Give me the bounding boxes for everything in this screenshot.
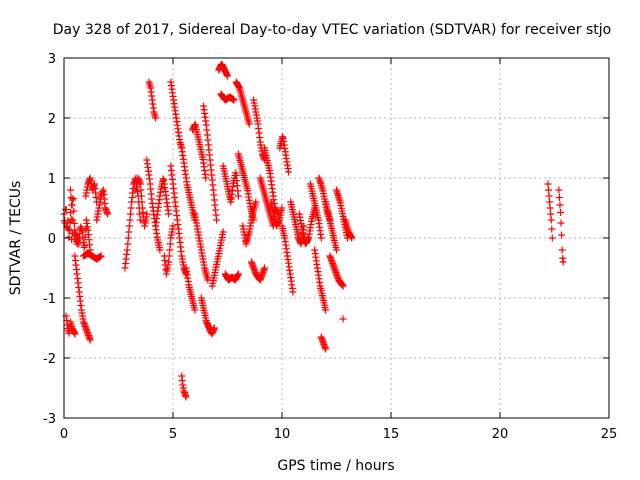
y-tick-label: 0: [48, 232, 56, 247]
data-point: [67, 215, 75, 223]
y-tick-label: -2: [43, 352, 56, 367]
data-point: [166, 246, 174, 254]
x-tick-label: 15: [383, 427, 400, 442]
data-point: [558, 231, 566, 239]
data-point: [104, 210, 112, 218]
data-point: [213, 216, 221, 224]
data-point: [555, 194, 563, 201]
data-point: [166, 240, 174, 248]
data-point: [67, 186, 75, 194]
data-point: [86, 336, 94, 344]
data-point: [234, 192, 242, 200]
data-point: [556, 209, 564, 216]
data-point: [548, 225, 556, 233]
data-point: [544, 180, 552, 188]
data-point: [97, 252, 105, 260]
y-tick-label: -1: [43, 292, 56, 307]
data-point: [224, 72, 231, 80]
data-point: [547, 210, 555, 218]
data-point: [289, 288, 297, 296]
data-point: [165, 210, 173, 218]
x-tick-label: 0: [60, 427, 68, 442]
data-point: [165, 258, 173, 266]
data-point: [137, 192, 145, 200]
data-point: [81, 242, 89, 250]
data-point: [123, 246, 131, 254]
data-point: [136, 180, 144, 188]
data-point: [137, 186, 145, 194]
data-point: [245, 120, 253, 128]
data-point: [125, 222, 133, 230]
data-point: [125, 228, 133, 236]
data-point: [234, 270, 242, 278]
data-point: [317, 234, 325, 242]
data-point: [152, 114, 160, 122]
data-point: [127, 204, 135, 212]
data-point: [339, 282, 347, 290]
data-points: [60, 60, 567, 401]
data-point: [322, 345, 330, 353]
data-point: [559, 258, 567, 266]
data-point: [546, 204, 554, 212]
x-tick-label: 10: [274, 427, 291, 442]
data-point: [339, 315, 347, 323]
data-point: [322, 306, 330, 314]
axis-ticks: 0 5 10 15 20 25 -3 -2 -1 0 1 2 3: [43, 52, 617, 442]
data-point: [69, 195, 77, 202]
data-point: [545, 192, 553, 200]
data-point: [124, 240, 132, 248]
data-point: [285, 168, 293, 176]
data-point: [69, 216, 77, 224]
data-point: [557, 219, 565, 227]
y-axis-label: SDTVAR / TECUs: [8, 181, 24, 296]
y-tick-label: 2: [48, 112, 56, 127]
data-point: [70, 220, 78, 227]
data-point: [126, 210, 134, 218]
data-point: [67, 209, 75, 216]
data-point: [202, 174, 210, 182]
chart-title: Day 328 of 2017, Sidereal Day-to-day VTE…: [53, 22, 611, 38]
data-point: [548, 234, 556, 242]
data-point: [261, 264, 269, 272]
y-tick-label: 1: [48, 172, 56, 187]
data-point: [165, 252, 173, 260]
data-point: [64, 225, 72, 233]
data-point: [546, 198, 554, 206]
x-tick-label: 20: [492, 427, 509, 442]
data-point: [252, 198, 260, 206]
y-tick-label: 3: [48, 52, 56, 67]
data-point: [219, 228, 227, 236]
data-point: [210, 324, 218, 332]
data-point: [556, 201, 564, 209]
data-point: [191, 306, 199, 314]
data-point: [182, 393, 190, 401]
data-point: [333, 246, 340, 254]
data-point: [348, 234, 356, 242]
y-tick-label: -3: [43, 412, 56, 427]
data-point: [169, 222, 177, 230]
data-point: [558, 246, 566, 254]
data-point: [138, 198, 146, 206]
data-point: [71, 330, 79, 338]
data-point: [156, 246, 164, 254]
x-tick-label: 25: [601, 427, 618, 442]
data-point: [555, 186, 563, 194]
data-point: [126, 216, 134, 224]
data-point: [547, 216, 555, 224]
data-point: [143, 210, 151, 218]
data-point: [278, 204, 286, 212]
data-point: [136, 210, 144, 218]
x-axis-label: GPS time / hours: [277, 458, 394, 474]
data-point: [124, 234, 132, 242]
data-point: [230, 96, 238, 104]
data-point: [545, 186, 553, 194]
x-tick-label: 5: [169, 427, 177, 442]
data-point: [70, 207, 78, 215]
